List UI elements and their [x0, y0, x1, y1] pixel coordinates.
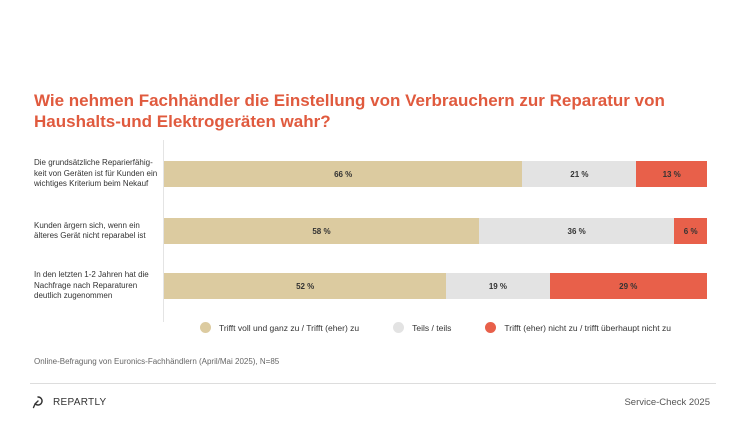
logo-text: REPARTLY — [53, 396, 107, 408]
data-label: 52 % — [296, 281, 315, 291]
footnote: Online-Befragung von Euronics-Fachhändle… — [34, 357, 280, 366]
legend-label: Trifft voll und ganz zu / Trifft (eher) … — [219, 322, 360, 333]
legend-item: Teils / teils — [393, 322, 451, 333]
data-label: 21 % — [570, 169, 589, 179]
chart-title: Wie nehmen Fachhändler die Einstellung v… — [34, 91, 665, 131]
stacked-bar: 52 % 19 % 29 % — [164, 273, 707, 299]
bar-segment: 29 % — [549, 273, 707, 299]
bar-segment: 58 % — [164, 218, 479, 244]
legend-item: Trifft voll und ganz zu / Trifft (eher) … — [200, 322, 359, 333]
bar-segment: 6 % — [674, 218, 707, 244]
repartly-logo-icon — [32, 396, 43, 409]
legend-swatch-icon — [200, 322, 211, 333]
stacked-bar: 58 % 36 % 6 % — [164, 218, 707, 244]
data-label: 58 % — [312, 226, 331, 236]
legend-swatch-icon — [393, 322, 405, 333]
bar-segment: 21 % — [522, 161, 637, 187]
bar-segment: 19 % — [446, 273, 550, 299]
data-label: 66 % — [334, 169, 353, 179]
category-label: Kunden ärgern sich, wenn ein älteres Ger… — [34, 220, 146, 241]
bar-segment: 13 % — [636, 161, 707, 187]
bar-segment: 36 % — [478, 218, 675, 244]
bar-segment: 66 % — [164, 161, 523, 187]
data-label: 13 % — [662, 169, 681, 179]
bar-segment: 52 % — [164, 273, 447, 299]
legend-label: Teils / teils — [412, 322, 452, 333]
legend-label: Trifft (eher) nicht zu / trifft überhaup… — [504, 322, 671, 333]
category-label: Die grundsätzliche Reparierfähig-keit vo… — [34, 158, 158, 188]
brand-label: Service-Check 2025 — [624, 397, 710, 408]
logo: REPARTLY — [32, 395, 107, 409]
legend-swatch-icon — [485, 322, 497, 333]
stacked-bar: 66 % 21 % 13 % — [164, 161, 707, 187]
data-label: 6 % — [683, 226, 698, 236]
divider — [30, 383, 716, 384]
data-label: 19 % — [488, 281, 508, 291]
legend: Trifft voll und ganz zu / Trifft (eher) … — [200, 322, 705, 333]
data-label: 36 % — [567, 226, 586, 236]
legend-item: Trifft (eher) nicht zu / trifft überhaup… — [485, 322, 671, 333]
y-axis-line — [163, 140, 164, 322]
data-label: 29 % — [619, 281, 638, 291]
category-label: In den letzten 1-2 Jahren hat die Nachfr… — [34, 270, 149, 300]
